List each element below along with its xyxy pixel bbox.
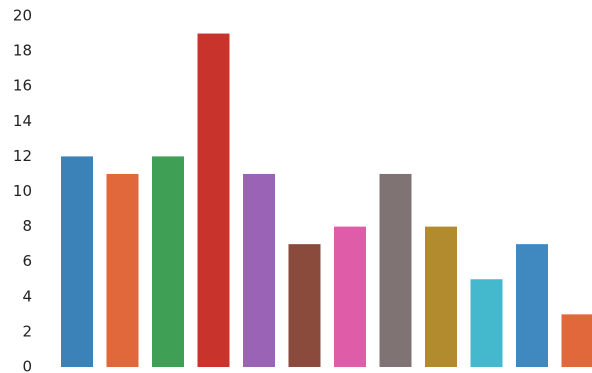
y-tick-label: 4 <box>22 287 32 305</box>
y-tick-label: 16 <box>13 77 32 95</box>
bar-12 <box>561 314 592 367</box>
y-tick-label: 2 <box>22 322 32 340</box>
bar-9 <box>425 226 457 367</box>
bar-10 <box>470 279 503 367</box>
bar-11 <box>516 244 548 367</box>
y-tick-label: 12 <box>13 147 32 165</box>
y-tick-label: 20 <box>13 7 32 25</box>
bar-6 <box>288 244 321 367</box>
y-tick-label: 14 <box>13 112 32 130</box>
bar-series <box>61 33 592 368</box>
y-tick-label: 8 <box>22 217 32 235</box>
y-tick-label: 0 <box>22 358 32 373</box>
bar-3 <box>152 156 184 367</box>
bar-7 <box>334 226 366 367</box>
y-axis: 0 2 4 6 8 10 12 14 16 18 20 <box>13 7 32 373</box>
y-tick-label: 10 <box>13 182 32 200</box>
y-tick-label: 6 <box>22 252 32 270</box>
bar-4 <box>197 33 230 368</box>
y-tick-label: 18 <box>13 42 32 60</box>
bar-8 <box>379 173 412 367</box>
bar-5 <box>243 173 275 367</box>
bar-2 <box>106 173 139 367</box>
bar-1 <box>61 156 93 367</box>
